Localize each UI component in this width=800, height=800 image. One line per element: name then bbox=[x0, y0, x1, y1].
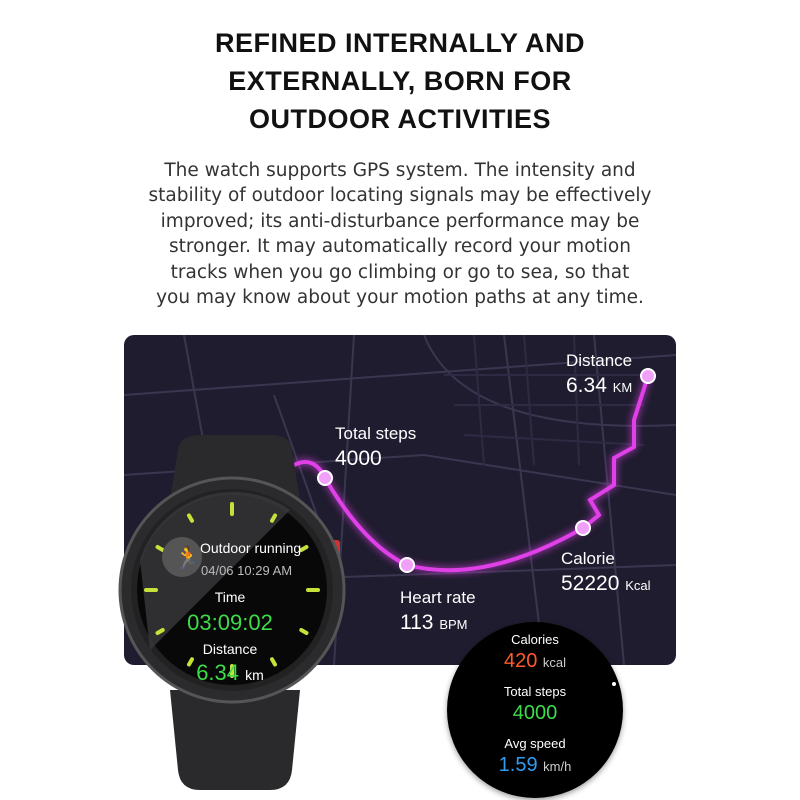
calories-label: Calories bbox=[511, 632, 559, 647]
description-line: stability of outdoor locating signals ma… bbox=[148, 185, 652, 207]
calories-value: 420 kcal bbox=[503, 650, 567, 672]
description-line: The watch supports GPS system. The inten… bbox=[164, 160, 636, 181]
distance-label: Distance 6.34 KM bbox=[566, 351, 633, 397]
watch-distance-label: Distance bbox=[202, 641, 258, 657]
watch-datetime: 04/06 10:29 AM bbox=[201, 563, 293, 578]
waypoint-distance bbox=[640, 368, 656, 384]
heading-line: REFINED INTERNALLY AND bbox=[214, 28, 586, 58]
waypoint-steps bbox=[317, 470, 333, 486]
summary-screen: Calories 420 kcal Total steps 4000 Avg s… bbox=[447, 622, 623, 798]
watch-time-value: 03:09:02 bbox=[187, 610, 273, 635]
heading: REFINED INTERNALLY AND EXTERNALLY, BORN … bbox=[0, 24, 800, 138]
heading-line: EXTERNALLY, BORN FOR bbox=[228, 66, 572, 96]
watch-activity: Outdoor running bbox=[200, 540, 302, 556]
description-line: stronger. It may automatically record yo… bbox=[169, 236, 631, 258]
description-line: you may know about your motion paths at … bbox=[156, 287, 644, 309]
steps-label: Total steps bbox=[503, 684, 567, 699]
page-indicator bbox=[612, 682, 616, 686]
heading-line: OUTDOOR ACTIVITIES bbox=[248, 104, 551, 134]
steps-value: 4000 bbox=[512, 702, 558, 724]
speed-label: Avg speed bbox=[504, 736, 566, 751]
description: The watch supports GPS system. The inten… bbox=[0, 158, 800, 310]
description-line: improved; its anti-disturbance performan… bbox=[160, 210, 640, 232]
calorie-label: Calorie 52220 Kcal bbox=[561, 549, 651, 595]
watch-time-label: Time bbox=[214, 589, 246, 605]
speed-value: 1.59 km/h bbox=[498, 754, 572, 776]
heart-rate-label: Heart rate 113 BPM bbox=[400, 588, 476, 634]
waypoint-calorie bbox=[575, 520, 591, 536]
watch-distance: 6.34 km bbox=[196, 660, 264, 685]
total-steps-label: Total steps 4000 bbox=[335, 424, 417, 470]
description-line: tracks when you go climbing or go to sea… bbox=[170, 261, 630, 283]
waypoint-heart-rate bbox=[399, 557, 415, 573]
